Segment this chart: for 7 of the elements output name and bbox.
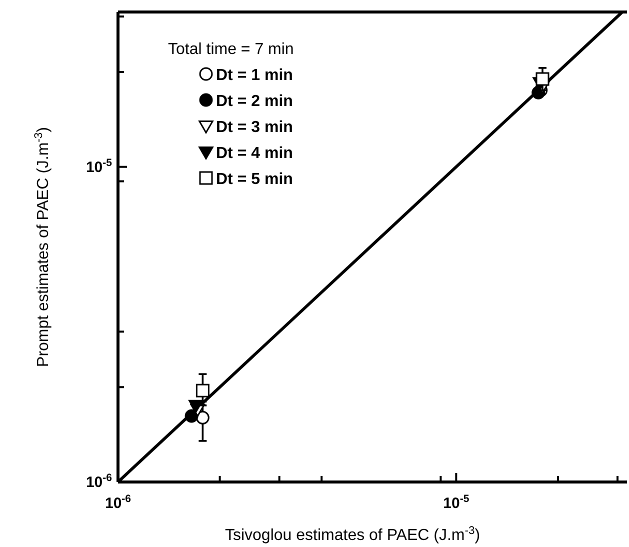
legend-label: Dt = 4 min [216,145,293,162]
legend-label: Dt = 1 min [216,67,293,84]
legend-label: Dt = 2 min [216,93,293,110]
legend-label: Dt = 3 min [216,119,293,136]
x-axis-title: Tsivoglou estimates of PAEC (J.m$^{-3}$) [224,525,480,544]
legend-title: Total time = 7 min [168,41,294,58]
legend-label: Dt = 5 min [216,171,293,188]
